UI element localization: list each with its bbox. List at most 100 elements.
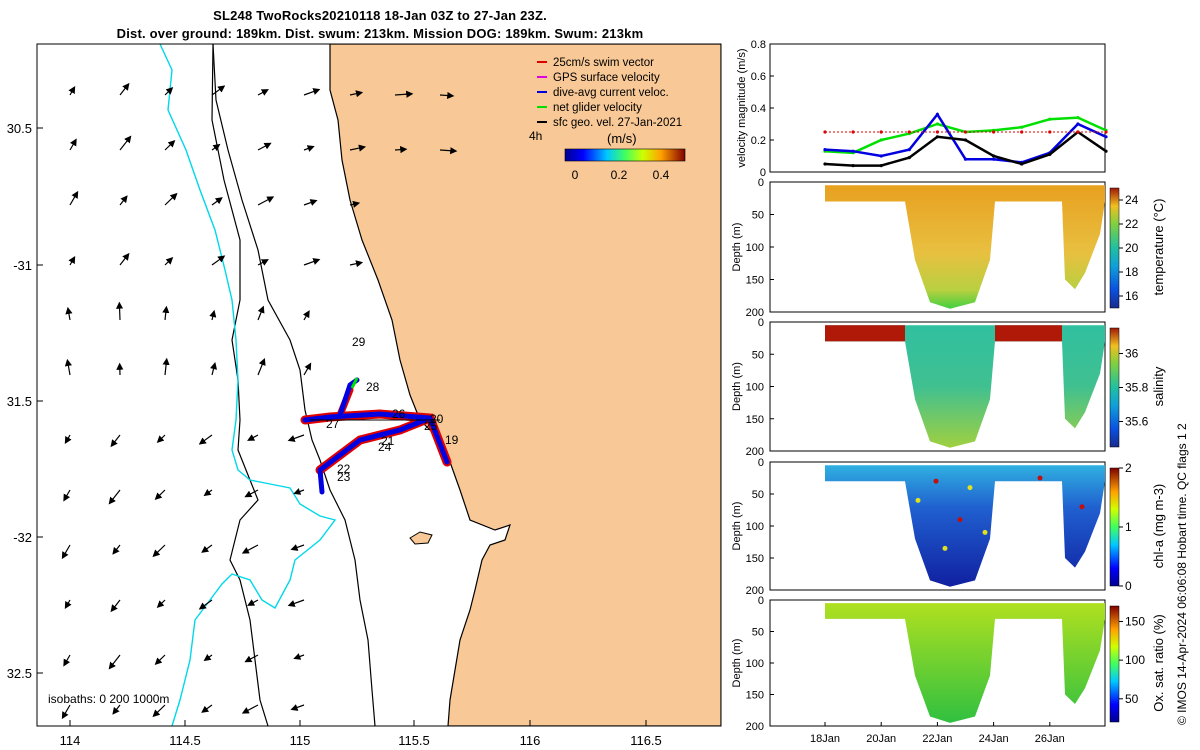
velocity-point (992, 154, 996, 158)
velocity-arrow (61, 544, 71, 560)
chl-point (1079, 504, 1085, 510)
depth-tick-label: 150 (746, 553, 764, 565)
velocity-arrow (119, 82, 130, 96)
track-day-label: 20 (430, 412, 444, 426)
velocity-point (963, 130, 968, 134)
velocity-arrow (257, 89, 269, 96)
surface-velocity-arrows (61, 82, 458, 720)
velocity-arrow (287, 434, 305, 442)
velocity-arrow (65, 306, 73, 321)
velocity-arrow (63, 489, 71, 502)
velocity-arrow (112, 704, 121, 715)
lon-tick-label: 115 (290, 733, 311, 748)
isobath-200 (159, 44, 337, 726)
velocity-arrow (303, 199, 318, 206)
depth-tick-label: 50 (752, 210, 764, 222)
colorbar-tick-label: 36 (1125, 347, 1139, 361)
colorbar-label: salinity (1151, 366, 1166, 406)
velocity-arrow (201, 704, 213, 713)
velocity-point (1048, 130, 1052, 134)
profile-colorbar (1109, 467, 1120, 587)
glider-track (300, 377, 452, 495)
lon-tick-label: 114.5 (169, 733, 201, 748)
colorbar-tick-label: 100 (1125, 653, 1145, 667)
track-day-label: 24 (378, 440, 392, 454)
velocity-arrow (154, 654, 166, 665)
track-day-label: 22 (337, 462, 351, 476)
velocity-arrow (152, 704, 166, 718)
velocity-point (992, 130, 996, 134)
velocity-arrow (349, 90, 364, 98)
depth-ylabel: Depth (m) (731, 223, 743, 272)
velocity-arrow (210, 361, 218, 376)
velocity-arrow (154, 489, 166, 500)
depth-tick-label: 200 (746, 721, 764, 733)
salinity-high-patch (995, 325, 1062, 342)
profile-colorbar (1109, 187, 1120, 309)
velocity-arrow (241, 544, 259, 554)
velocity-arrow (115, 301, 124, 321)
legend-label: 25cm/s swim vector (553, 57, 654, 69)
velocity-arrow (349, 260, 364, 268)
track-day-label: 21 (381, 434, 395, 448)
velocity-arrow (64, 358, 72, 376)
chl-point (957, 517, 963, 523)
colorbar-tick-label: 22 (1125, 217, 1139, 231)
velocity-arrow (349, 144, 367, 152)
title-line-2: Dist. over ground: 189km. Dist. swum: 21… (116, 26, 644, 41)
velocity-arrow (293, 488, 305, 495)
depth-tick-label: 0 (758, 177, 764, 189)
velocity-arrow (211, 255, 226, 266)
velocity-arrow (257, 357, 266, 376)
velocity-point (879, 154, 883, 158)
colorbar-label: Ox. sat. ratio (%) (1151, 614, 1166, 712)
isobath-0 (212, 44, 376, 726)
velocity-arrow (211, 197, 223, 206)
velocity-point (1048, 152, 1052, 156)
lat-tick-label: 31.5 (7, 394, 32, 409)
depth-ylabel: Depth (m) (731, 502, 743, 551)
velocity-point (1076, 130, 1080, 134)
colorbar-tick-label: 0 (1125, 579, 1132, 593)
profile-section (825, 185, 1105, 309)
velocity-arrow (119, 135, 132, 151)
track-day-label: 25 (424, 419, 438, 433)
velocity-point (1076, 116, 1080, 120)
colorbar-tick-label: 1 (1125, 520, 1132, 534)
velocity-arrow (162, 357, 170, 376)
colorbar-tick-label: 35.6 (1125, 415, 1149, 429)
velocity-point (1076, 122, 1080, 126)
velocity-arrow (303, 88, 321, 96)
velocity-arrow (64, 434, 72, 444)
depth-tick-label: 200 (746, 585, 764, 597)
velocity-point (1104, 149, 1108, 153)
velocity-point (935, 122, 940, 126)
velocity-arrow (439, 91, 455, 100)
chl-point (967, 485, 973, 491)
velocity-arrow (68, 256, 76, 266)
depth-tick-label: 100 (746, 242, 764, 254)
velocity-point (823, 130, 827, 134)
legend-label: dive-avg current veloc. (553, 87, 669, 99)
lon-tick-label: 115.5 (398, 733, 430, 748)
velocity-arrow (164, 140, 176, 151)
velocity-point (935, 130, 940, 134)
velocity-arrow (64, 599, 72, 609)
lat-tick-label: -32 (13, 530, 32, 545)
velocity-point (823, 148, 827, 152)
velocity-point (1020, 130, 1024, 134)
depth-tick-label: 100 (746, 658, 764, 670)
colorbar-tick-label: 24 (1125, 193, 1139, 207)
velocity-point (963, 157, 968, 161)
velocity-ytick-label: 0.8 (751, 39, 766, 51)
depth-tick-label: 50 (752, 489, 764, 501)
velocity-arrow (303, 258, 321, 266)
velocity-point (823, 162, 827, 166)
velocity-arrow (112, 544, 121, 555)
velocity-arrow (164, 87, 174, 96)
velocity-arrow (302, 310, 310, 321)
velocity-arrow (293, 653, 305, 660)
